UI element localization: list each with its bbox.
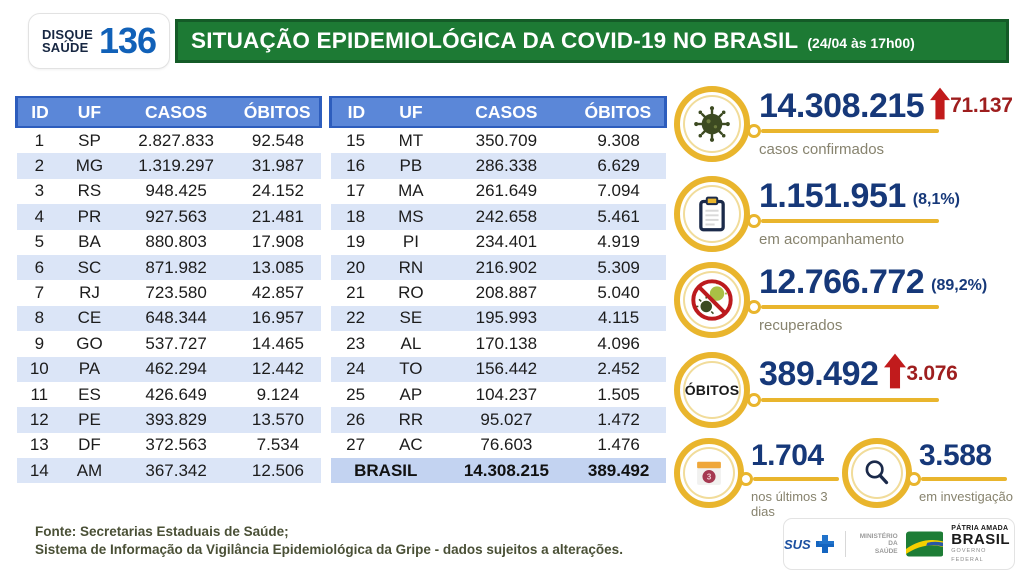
table-row: 5 BA 880.803 17.908 <box>34 232 304 252</box>
recovered-percent: (89,2%) <box>931 277 988 294</box>
col-uf: UF <box>62 96 117 128</box>
stat-underline <box>907 472 1022 486</box>
under-investigation-label: em investigação <box>919 489 1013 504</box>
calendar-icon: 3 <box>674 438 744 508</box>
up-arrow-icon <box>930 87 951 125</box>
table-row: 25 AP 104.237 1.505 <box>346 384 640 404</box>
table-row: 17 MA 261.649 7.094 <box>346 181 640 201</box>
col-obitos: ÓBITOS <box>571 96 667 128</box>
col-casos: CASOS <box>441 96 572 128</box>
monitoring-label: em acompanhamento <box>759 231 905 248</box>
table-row: 1 SP 2.827.833 92.548 <box>34 130 304 150</box>
divider <box>844 531 846 557</box>
confirmed-cases-delta: 71.137 <box>950 94 1013 117</box>
stat-em-acompanhamento: 1.151.951 (8,1%) em acompanhamento <box>674 176 1020 252</box>
under-investigation-value: 3.588 <box>919 439 992 472</box>
recovered-label: recuperados <box>759 317 843 334</box>
ministerio-saude-text: MINISTÉRIO DA SAÚDE <box>859 532 898 555</box>
col-casos: CASOS <box>116 96 236 128</box>
table-row: 7 RJ 723.580 42.857 <box>34 283 304 303</box>
stat-underline <box>747 214 1020 228</box>
report-datetime: (24/04 às 17h00) <box>807 35 915 51</box>
table-row: 6 SC 871.982 13.085 <box>16 254 321 281</box>
table-row: 26 RR 95.027 1.472 <box>330 407 666 433</box>
patria-amada-brasil-text: PÁTRIA AMADA BRASIL GOVERNO FEDERAL <box>951 524 1011 563</box>
deaths-value: 389.492 <box>759 354 879 393</box>
logo-line1: DISQUE <box>41 27 93 42</box>
no-virus-icon <box>674 262 750 338</box>
source-line1: Fonte: Secretarias Estaduais de Saúde; <box>35 524 289 539</box>
logo-number: 136 <box>98 20 157 61</box>
states-table-left: ID UF CASOS ÓBITOS 1 SP 2.827.833 92.548 2 MG… <box>15 96 323 484</box>
stat-casos-confirmados: 14.308.215 71.137 casos confirmados <box>674 86 1020 162</box>
stat-recuperados: 12.766.772 (89,2%) recuperados <box>674 262 1020 338</box>
logo-line2: SAÚDE <box>41 40 89 55</box>
col-uf: UF <box>380 96 442 128</box>
stat-ultimos-3-dias: 3 1.704 nos últimos 3 dias <box>674 438 842 519</box>
table-row: 8 CE 648.344 16.957 <box>16 305 321 332</box>
table-row: 21 RO 208.887 5.040 <box>346 283 640 303</box>
virus-icon <box>674 86 750 162</box>
monitoring-value: 1.151.951 <box>759 177 906 215</box>
table-row: 16 PB 286.338 6.629 <box>330 153 666 179</box>
table-row: 2 MG 1.319.297 31.987 <box>16 153 321 179</box>
table-row: 24 TO 156.442 2.452 <box>330 356 666 382</box>
col-id: ID <box>15 96 63 128</box>
table-row: 18 MS 242.658 5.461 <box>330 204 666 230</box>
page-title: SITUAÇÃO EPIDEMIOLÓGICA DA COVID-19 NO B… <box>191 28 799 53</box>
col-id: ID <box>328 96 381 128</box>
col-obitos: ÓBITOS <box>235 96 323 128</box>
table-row: 14 AM 367.342 12.506 <box>16 458 321 484</box>
government-logos: SUS MINISTÉRIO DA SAÚDE PÁTRIA AMADA BRA… <box>783 518 1015 570</box>
sus-cross-icon <box>815 535 834 553</box>
table-row: 19 PI 234.401 4.919 <box>346 232 640 252</box>
last-3-days-label: nos últimos 3 dias <box>751 489 828 519</box>
stat-underline <box>747 393 1020 407</box>
table-header-row: ID UF CASOS ÓBITOS <box>328 96 667 128</box>
brasil-total-row: BRASIL 14.308.215 389.492 <box>330 458 666 484</box>
last-3-days-value: 1.704 <box>751 439 824 472</box>
stat-underline <box>739 472 842 486</box>
clipboard-icon <box>674 176 750 252</box>
obitos-badge: ÓBITOS <box>674 352 750 428</box>
table-row: 20 RN 216.902 5.309 <box>330 254 666 281</box>
source-note: Fonte: Secretarias Estaduais de Saúde; S… <box>35 523 623 559</box>
stat-obitos: ÓBITOS 389.492 3.076 <box>674 352 1020 428</box>
confirmed-cases-label: casos confirmados <box>759 141 885 158</box>
table-row: 10 PA 462.294 12.442 <box>16 356 321 382</box>
table-row: 3 RS 948.425 24.152 <box>34 181 304 201</box>
obitos-badge-text: ÓBITOS <box>684 382 740 398</box>
table-row: 23 AL 170.138 4.096 <box>346 333 640 353</box>
sus-text: SUS <box>784 536 811 552</box>
svg-text:3: 3 <box>707 472 712 482</box>
states-table-right: ID UF CASOS ÓBITOS 15 MT 350.709 9.308 16 PB 2… <box>328 96 667 484</box>
confirmed-cases-value: 14.308.215 <box>759 87 925 125</box>
title-banner: SITUAÇÃO EPIDEMIOLÓGICA DA COVID-19 NO B… <box>175 19 1009 63</box>
monitoring-percent: (8,1%) <box>912 191 960 208</box>
up-arrow-icon <box>884 353 907 394</box>
stat-em-investigacao: 3.588 em investigação <box>842 438 1022 508</box>
disque-saude-text: DISQUE SAÚDE <box>42 28 93 54</box>
table-row: 11 ES 426.649 9.124 <box>30 384 300 404</box>
table-header-row: ID UF CASOS ÓBITOS <box>15 96 323 128</box>
table-row: 22 SE 195.993 4.115 <box>330 305 666 332</box>
disque-saude-logo: DISQUE SAÚDE 136 <box>28 13 170 69</box>
table-row: 27 AC 76.603 1.476 <box>346 435 640 455</box>
table-row: 15 MT 350.709 9.308 <box>346 130 640 150</box>
source-line2: Sistema de Informação da Vigilância Epid… <box>35 542 623 557</box>
brasil-flag-icon <box>905 531 944 557</box>
stat-underline <box>747 300 1020 314</box>
table-row: 12 PE 393.829 13.570 <box>16 407 321 433</box>
table-row: 13 DF 372.563 7.534 <box>29 435 300 455</box>
table-row: 9 GO 537.727 14.465 <box>34 333 304 353</box>
recovered-value: 12.766.772 <box>759 263 925 301</box>
deaths-delta: 3.076 <box>906 361 958 385</box>
magnifier-icon <box>842 438 912 508</box>
stat-underline <box>747 124 1020 138</box>
table-row: 4 PR 927.563 21.481 <box>16 204 321 230</box>
sus-logo: SUS <box>784 532 837 556</box>
